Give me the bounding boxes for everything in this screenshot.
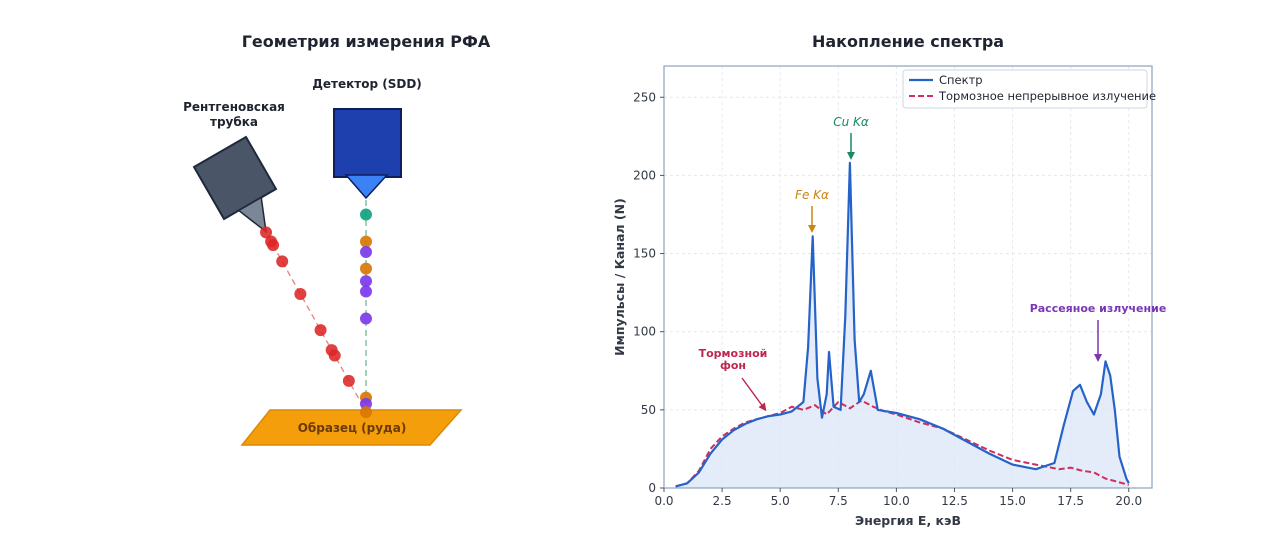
x-tick-label-1: 2.5	[713, 494, 732, 508]
detector-body	[333, 108, 402, 178]
x-tick-label-0: 0.0	[654, 494, 673, 508]
emitted-photon-cu-0	[360, 208, 372, 221]
legend-box	[902, 69, 1148, 109]
geometry-diagram: Геометрия измерения РФА Образец (руда) Р…	[183, 32, 491, 446]
y-tick-label-2: 100	[633, 325, 656, 339]
legend: Спектр Тормозное непрерывное излучение	[902, 69, 1156, 109]
emitted-photon-scatter-6	[360, 312, 372, 325]
geometry-title: Геометрия измерения РФА	[242, 32, 491, 51]
x-axis-label: Энергия E, кэВ	[855, 513, 961, 528]
spectrum-chart: Накопление спектра 0.0 2.5 5.0 7.5 10.0 12.5 1…	[612, 32, 1166, 528]
legend-label-bremsstrahlung: Тормозное непрерывное излучение	[938, 89, 1156, 103]
emitted-photon-scatter-8	[360, 397, 372, 410]
x-tick-label-3: 7.5	[829, 494, 848, 508]
detector-label: Детектор (SDD)	[312, 77, 422, 91]
emitted-photon-scatter-4	[360, 275, 372, 288]
emitted-photon-scatter-2	[360, 246, 372, 258]
x-tick-label-8: 20.0	[1115, 494, 1142, 508]
incident-photon-2	[267, 239, 280, 252]
spectrum-fill-area	[675, 162, 1129, 488]
arrow-bremsstrahlung	[741, 377, 767, 412]
incident-photon-4	[294, 287, 307, 300]
photon-group	[260, 208, 372, 419]
y-tick-label-5: 250	[633, 90, 656, 104]
annotation-scattered: Рассеяное излучение	[1030, 302, 1167, 315]
incident-photon-8	[342, 374, 355, 387]
xray-tube	[192, 135, 278, 234]
detector	[333, 108, 402, 200]
incident-photon-5	[314, 324, 327, 337]
emitted-photon-fe-1	[360, 235, 372, 248]
annotation-brems-line2: фон	[720, 359, 746, 372]
chart-title: Накопление спектра	[812, 32, 1004, 51]
tube-label-line1: Рентгеновская	[183, 100, 285, 114]
x-tick-label-7: 17.5	[1057, 494, 1084, 508]
tube-nozzle	[237, 196, 267, 234]
y-tick-label-0: 0	[648, 481, 656, 495]
emitted-photon-scatter-5	[360, 285, 372, 298]
legend-label-spectrum: Спектр	[939, 73, 983, 87]
sample-label: Образец (руда)	[298, 421, 407, 435]
tube-label-line2: трубка	[210, 115, 258, 129]
incident-photon-3	[276, 255, 289, 268]
x-tick-label-6: 15.0	[999, 494, 1026, 508]
tube-body	[192, 135, 278, 221]
y-tick-label-4: 200	[633, 168, 656, 182]
incident-photon-0	[260, 226, 273, 239]
annotations: Fe Kα Cu Kα Тормозной фон Рассеяное излу…	[699, 115, 1167, 412]
x-tick-label-4: 10.0	[883, 494, 910, 508]
y-axis-label: Импульсы / Канал (N)	[612, 198, 627, 356]
detector-window	[344, 174, 389, 200]
y-tick-label-1: 50	[641, 403, 656, 417]
sample-plate	[240, 409, 463, 446]
emitted-photon-fe-3	[360, 262, 372, 275]
annotation-fe-ka: Fe Kα	[795, 188, 829, 202]
plot-frame	[663, 65, 1153, 489]
annotation-cu-ka: Cu Kα	[833, 115, 869, 129]
incident-photon-7	[328, 349, 341, 362]
emitted-photon-fe-9	[360, 406, 372, 419]
series-line-spectrum	[675, 161, 1130, 488]
annotation-brems-line1: Тормозной	[699, 347, 768, 360]
axis-ticks: 0.0 2.5 5.0 7.5 10.0 12.5 15.0 17.5 20.0 0 50 100 15…	[633, 90, 1142, 508]
x-tick-label-5: 12.5	[941, 494, 968, 508]
y-tick-label-3: 150	[633, 247, 656, 261]
x-tick-label-2: 5.0	[771, 494, 790, 508]
